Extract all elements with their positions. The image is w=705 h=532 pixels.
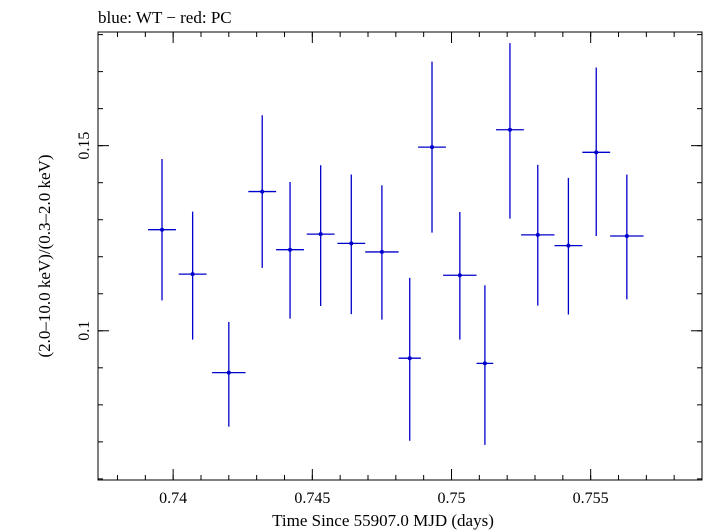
y-axis: 0.1 0.15	[76, 34, 702, 480]
point-marker	[457, 273, 462, 278]
data-point	[276, 181, 304, 319]
data-point	[443, 211, 477, 340]
data-point	[582, 67, 611, 237]
point-marker	[226, 370, 231, 375]
data-point	[398, 277, 421, 441]
data-point	[610, 174, 644, 300]
point-marker	[379, 249, 384, 254]
data-point	[148, 158, 176, 301]
data-points	[148, 43, 644, 445]
point-marker	[430, 145, 435, 150]
x-axis: 0.74 0.745 0.75 0.755	[116, 32, 703, 507]
data-point	[521, 164, 555, 306]
point-marker	[566, 243, 571, 248]
point-marker	[288, 247, 293, 252]
y-tick-label: 0.15	[76, 132, 93, 160]
data-point	[306, 165, 335, 306]
point-marker	[160, 227, 165, 232]
point-marker	[349, 241, 354, 246]
data-point	[554, 177, 583, 315]
point-marker	[507, 127, 512, 132]
x-tick-label: 0.74	[159, 490, 187, 507]
data-point	[418, 61, 446, 233]
data-point	[476, 285, 494, 445]
x-tick-label: 0.75	[437, 490, 465, 507]
point-marker	[190, 272, 195, 277]
point-marker	[624, 234, 629, 239]
y-tick-label: 0.1	[76, 321, 93, 341]
point-marker	[260, 189, 265, 194]
data-point	[496, 43, 524, 219]
data-point	[337, 174, 366, 315]
data-point	[248, 115, 277, 268]
data-point	[178, 211, 207, 340]
point-marker	[318, 232, 323, 237]
point-marker	[407, 356, 412, 361]
plot-frame	[97, 31, 703, 481]
chart-title: blue: WT − red: PC	[98, 8, 232, 27]
data-point	[212, 321, 246, 427]
y-axis-label: (2.0–10.0 keV)/(0.3–2.0 keV)	[35, 154, 54, 357]
x-tick-label: 0.755	[573, 490, 609, 507]
x-axis-label: Time Since 55907.0 MJD (days)	[272, 511, 494, 530]
point-marker	[482, 361, 487, 366]
point-marker	[594, 150, 599, 155]
point-marker	[535, 232, 540, 237]
data-point	[365, 185, 399, 320]
x-tick-label: 0.745	[294, 490, 330, 507]
